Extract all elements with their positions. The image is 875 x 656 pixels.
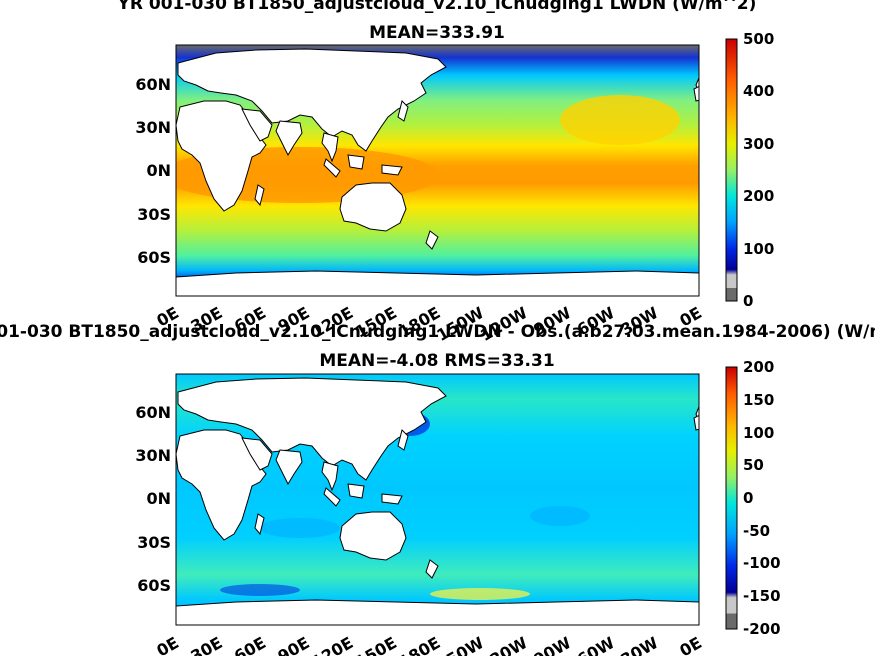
x-tick-label: 90E: [274, 633, 312, 656]
y-tick-label: 60N: [135, 75, 171, 94]
panel-bottom-title: YR 001-030 BT1850_adjustcloud_v2.10_lCnu…: [0, 322, 875, 342]
colorbar-tick-label: 150: [743, 391, 774, 409]
colorbar-tick-label: 200: [743, 187, 774, 205]
y-tick-label: 30N: [135, 446, 171, 465]
colorbar-tick-label: -100: [743, 554, 781, 572]
y-tick-label: 60S: [137, 576, 171, 595]
x-tick-label: 60W: [574, 633, 618, 656]
colorbar-tick-label: 500: [743, 30, 774, 48]
y-tick-label: 30S: [137, 205, 171, 224]
panel-top-frame: [175, 44, 700, 297]
panel-bottom-colorbar: 200 150 100 50 0 -50 -100 -150 -200: [725, 358, 781, 638]
negative-anomaly: [530, 506, 590, 526]
negative-anomaly: [260, 518, 340, 538]
x-tick-label: 180E: [396, 633, 444, 656]
x-tick-label: 120W: [477, 633, 531, 656]
panel-bottom: YR 001-030 BT1850_adjustcloud_v2.10_lCnu…: [0, 322, 875, 656]
positive-anomaly: [430, 588, 530, 600]
x-tick-label: 0E: [153, 633, 182, 656]
colorbar-top: [725, 38, 738, 302]
colorbar-tick-label: -150: [743, 587, 781, 605]
x-tick-label: 90W: [530, 633, 574, 656]
panel-top-field: [176, 45, 699, 296]
panel-top-colorbar: 500 400 300 200 100 0: [725, 30, 774, 310]
panel-bottom-field: [176, 374, 699, 625]
colorbar-tick-label: 100: [743, 424, 774, 442]
panel-top-title: YR 001-030 BT1850_adjustcloud_v2.10_lCnu…: [117, 0, 757, 14]
panel-bottom-subtitle: MEAN=-4.08 RMS=33.31: [319, 351, 554, 371]
panel-top-y-axis: 60N 30N 0N 30S 60S: [135, 75, 171, 267]
panel-top: YR 001-030 BT1850_adjustcloud_v2.10_lCnu…: [117, 0, 775, 345]
x-tick-label: 30W: [617, 633, 661, 656]
x-tick-label: 0E: [676, 633, 705, 656]
y-tick-label: 30N: [135, 118, 171, 137]
y-tick-label: 0N: [146, 489, 171, 508]
colorbar-tick-label: 50: [743, 456, 764, 474]
y-tick-label: 60N: [135, 403, 171, 422]
x-tick-label: 150E: [352, 633, 400, 656]
colorbar-tick-label: -200: [743, 620, 781, 638]
y-tick-label: 30S: [137, 533, 171, 552]
colorbar-tick-label: 300: [743, 135, 774, 153]
southern-ocean-anomaly: [220, 584, 300, 596]
panel-top-subtitle: MEAN=333.91: [369, 23, 505, 43]
colorbar-tick-label: -50: [743, 522, 770, 540]
colorbar-tick-label: 100: [743, 240, 774, 258]
panel-bottom-frame: [175, 373, 700, 626]
colorbar-tick-label: 200: [743, 358, 774, 376]
colorbar-tick-label: 0: [743, 292, 753, 310]
y-tick-label: 0N: [146, 161, 171, 180]
y-tick-label: 60S: [137, 248, 171, 267]
x-tick-label: 60E: [231, 633, 269, 656]
colorbar-bottom: [725, 366, 738, 630]
gulf-stream-region: [560, 95, 680, 145]
x-tick-label: 30E: [187, 633, 225, 656]
x-tick-label: 120E: [308, 633, 356, 656]
colorbar-tick-label: 400: [743, 82, 774, 100]
x-tick-label: 150W: [433, 633, 487, 656]
colorbar-tick-label: 0: [743, 489, 753, 507]
panel-bottom-y-axis: 60N 30N 0N 30S 60S: [135, 403, 171, 595]
